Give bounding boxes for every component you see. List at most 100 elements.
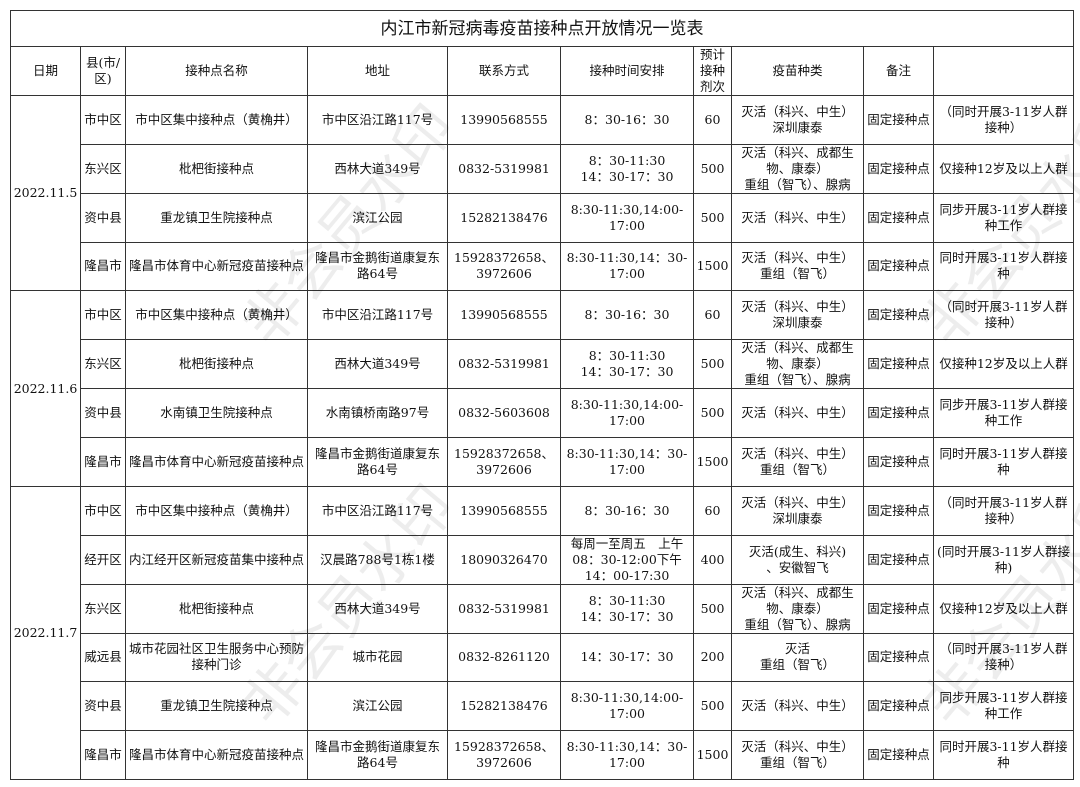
column-header: 接种时间安排 bbox=[560, 46, 694, 96]
page-title: 内江市新冠病毒疫苗接种点开放情况一览表 bbox=[9, 10, 1075, 47]
vaccine-cell: 灭活（科兴、成都生物、康泰） 重组（智飞）、腺病 bbox=[731, 583, 864, 634]
district-cell: 隆昌市 bbox=[80, 436, 126, 487]
note-cell: 同时开展3-11岁人群接种 bbox=[932, 436, 1075, 487]
time-cell: 8:30-11:30,14:00-17:00 bbox=[560, 681, 694, 732]
note-cell: 同步开展3-11岁人群接种工作 bbox=[932, 192, 1075, 243]
address-cell: 水南镇桥南路97号 bbox=[307, 388, 448, 438]
table-row: 2022.11.6 市中区 市中区集中接种点（黄桷井） 市中区沿江路117号 13990… bbox=[10, 290, 1075, 487]
contact-cell: 0832-5319981 bbox=[447, 583, 561, 634]
district-cell: 市中区 bbox=[80, 290, 126, 341]
column-header: 疫苗种类 bbox=[731, 46, 864, 96]
name-cell: 内江经开区新冠疫苗集中接种点 bbox=[125, 534, 308, 585]
district-cell: 东兴区 bbox=[80, 583, 126, 634]
doses-cell: 500 bbox=[693, 388, 732, 438]
note-cell: （同时开展3-11岁人群接种） bbox=[932, 632, 1075, 683]
address-cell: 城市花园 bbox=[307, 632, 448, 683]
column-header: 县(市/区) bbox=[80, 46, 126, 96]
district-cell: 威远县 bbox=[80, 632, 126, 683]
table-row: 隆昌市 隆昌市体育中心新冠疫苗接种点 隆昌市金鹅街道康复东路64号 159283726… bbox=[11, 730, 1075, 780]
doses-cell: 60 bbox=[693, 485, 732, 536]
type-cell: 固定接种点 bbox=[863, 339, 934, 390]
date-cell: 2022.11.7 bbox=[10, 485, 81, 780]
vaccine-cell: 灭活（科兴、中生） 深圳康泰 bbox=[731, 290, 864, 341]
vaccine-cell: 灭活（科兴、中生） 重组（智飞） bbox=[731, 241, 864, 292]
name-cell: 市中区集中接种点（黄桷井） bbox=[125, 485, 308, 536]
doses-cell: 500 bbox=[693, 192, 732, 243]
table-row: 经开区 内江经开区新冠疫苗集中接种点 汉晨路788号1栋1楼 18090326470 每… bbox=[11, 534, 1075, 585]
table-row: 隆昌市 隆昌市体育中心新冠疫苗接种点 隆昌市金鹅街道康复东路64号 159283726… bbox=[11, 436, 1075, 487]
doses-cell: 1500 bbox=[693, 436, 732, 487]
column-header: 预计接种剂次 bbox=[693, 46, 732, 96]
district-cell: 资中县 bbox=[80, 192, 126, 243]
table-row: 东兴区 枇杷街接种点 西林大道349号 0832-5319981 8：30-11:30 … bbox=[11, 339, 1075, 390]
address-cell: 隆昌市金鹅街道康复东路64号 bbox=[307, 241, 448, 292]
type-cell: 固定接种点 bbox=[863, 241, 934, 292]
name-cell: 重龙镇卫生院接种点 bbox=[125, 681, 308, 732]
name-cell: 枇杷街接种点 bbox=[125, 583, 308, 634]
doses-cell: 500 bbox=[693, 339, 732, 390]
doses-cell: 1500 bbox=[693, 730, 732, 780]
type-cell: 固定接种点 bbox=[863, 192, 934, 243]
time-cell: 8：30-11:30 14：30-17：30 bbox=[560, 143, 694, 194]
name-cell: 市中区集中接种点（黄桷井） bbox=[125, 290, 308, 341]
district-cell: 经开区 bbox=[80, 534, 126, 585]
address-cell: 滨江公园 bbox=[307, 681, 448, 732]
time-cell: 8:30-11:30,14:00-17:00 bbox=[560, 388, 694, 438]
contact-cell: 13990568555 bbox=[447, 95, 561, 145]
type-cell: 固定接种点 bbox=[863, 583, 934, 634]
vaccine-cell: 灭活（科兴、成都生物、康泰） 重组（智飞）、腺病 bbox=[731, 339, 864, 390]
vaccine-cell: 灭活（科兴、中生） 重组（智飞） bbox=[731, 730, 864, 780]
district-cell: 东兴区 bbox=[80, 339, 126, 390]
note-cell: 同时开展3-11岁人群接种 bbox=[932, 730, 1075, 780]
vaccine-cell: 灭活（科兴、中生） 深圳康泰 bbox=[731, 95, 864, 145]
column-header: 地址 bbox=[307, 46, 448, 96]
vaccine-cell: 灭活（科兴、成都生物、康泰） 重组（智飞）、腺病 bbox=[731, 143, 864, 194]
name-cell: 水南镇卫生院接种点 bbox=[125, 388, 308, 438]
time-cell: 8：30-11:30 14：30-17：30 bbox=[560, 583, 694, 634]
contact-cell: 15282138476 bbox=[447, 681, 561, 732]
vaccine-cell: 灭活(成生、科兴) 、安徽智飞 bbox=[731, 534, 864, 585]
contact-cell: 15928372658、3972606 bbox=[447, 730, 561, 780]
table-row: 资中县 重龙镇卫生院接种点 滨江公园 15282138476 8:30-11:30,14… bbox=[11, 192, 1075, 243]
note-cell: 仅接种12岁及以上人群 bbox=[932, 143, 1075, 194]
name-cell: 重龙镇卫生院接种点 bbox=[125, 192, 308, 243]
note-cell: （同时开展3-11岁人群接种） bbox=[932, 95, 1075, 145]
date-cell: 2022.11.6 bbox=[10, 290, 81, 487]
doses-cell: 1500 bbox=[693, 241, 732, 292]
district-cell: 隆昌市 bbox=[80, 730, 126, 780]
doses-cell: 200 bbox=[693, 632, 732, 683]
time-cell: 8:30-11:30,14：30-17:00 bbox=[560, 436, 694, 487]
type-cell: 固定接种点 bbox=[863, 143, 934, 194]
name-cell: 城市花园社区卫生服务中心预防接种门诊 bbox=[125, 632, 308, 683]
name-cell: 市中区集中接种点（黄桷井） bbox=[125, 95, 308, 145]
note-cell: 同时开展3-11岁人群接种 bbox=[932, 241, 1075, 292]
type-cell: 固定接种点 bbox=[863, 632, 934, 683]
district-cell: 隆昌市 bbox=[80, 241, 126, 292]
contact-cell: 18090326470 bbox=[447, 534, 561, 585]
note-cell: (同时开展3-11岁人群接种) bbox=[932, 534, 1075, 585]
address-cell: 西林大道349号 bbox=[307, 339, 448, 390]
time-cell: 8：30-16：30 bbox=[560, 485, 694, 536]
contact-cell: 13990568555 bbox=[447, 485, 561, 536]
time-cell: 8：30-16：30 bbox=[560, 95, 694, 145]
time-cell: 每周一至周五 上午08：30-12:00下午14：00-17:30 bbox=[560, 534, 694, 585]
type-cell: 固定接种点 bbox=[863, 730, 934, 780]
note-cell: （同时开展3-11岁人群接种） bbox=[932, 290, 1075, 341]
vaccination-sites-table: 内江市新冠病毒疫苗接种点开放情况一览表 日期 县(市/区) 接种点名称 地址 联系方式接… bbox=[9, 10, 1075, 780]
address-cell: 市中区沿江路117号 bbox=[307, 95, 448, 145]
contact-cell: 15928372658、3972606 bbox=[447, 241, 561, 292]
name-cell: 隆昌市体育中心新冠疫苗接种点 bbox=[125, 436, 308, 487]
note-cell: 同步开展3-11岁人群接种工作 bbox=[932, 681, 1075, 732]
type-cell: 固定接种点 bbox=[863, 436, 934, 487]
vaccine-cell: 灭活（科兴、中生） 深圳康泰 bbox=[731, 485, 864, 536]
vaccine-cell: 灭活（科兴、中生） 重组（智飞） bbox=[731, 436, 864, 487]
type-cell: 固定接种点 bbox=[863, 95, 934, 145]
column-header: 联系方式 bbox=[447, 46, 561, 96]
time-cell: 8:30-11:30,14：30-17:00 bbox=[560, 730, 694, 780]
vaccine-cell: 灭活（科兴、中生） bbox=[731, 681, 864, 732]
column-header: 接种点名称 bbox=[125, 46, 308, 96]
address-cell: 隆昌市金鹅街道康复东路64号 bbox=[307, 436, 448, 487]
contact-cell: 0832-5319981 bbox=[447, 339, 561, 390]
time-cell: 8：30-11:30 14：30-17：30 bbox=[560, 339, 694, 390]
doses-cell: 60 bbox=[693, 95, 732, 145]
